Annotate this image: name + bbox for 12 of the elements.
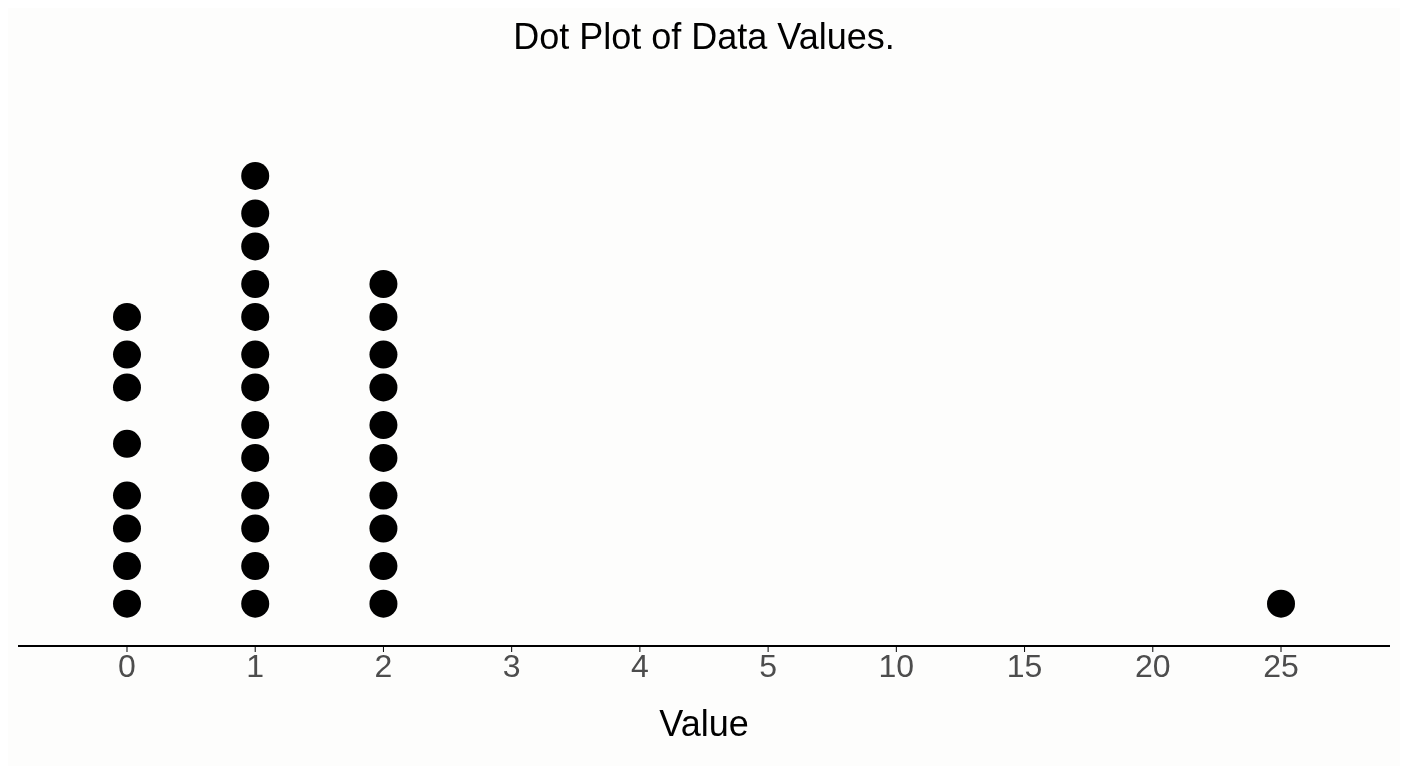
- x-tick-label: 3: [502, 647, 521, 684]
- x-tick-label: 25: [1263, 647, 1299, 684]
- x-axis-title: Value: [659, 703, 749, 744]
- x-tick-label: 0: [118, 647, 136, 684]
- chart-title: Dot Plot of Data Values.: [512, 15, 896, 59]
- x-tick-label: 15: [1006, 647, 1043, 684]
- x-tick-label: 1: [246, 647, 265, 684]
- x-tick-label: 2: [374, 647, 393, 684]
- x-tick-label: 10: [878, 647, 915, 684]
- x-tick-label: 5: [759, 647, 778, 684]
- x-tick-label: 4: [630, 647, 649, 684]
- x-tick-label: 20: [1134, 647, 1171, 684]
